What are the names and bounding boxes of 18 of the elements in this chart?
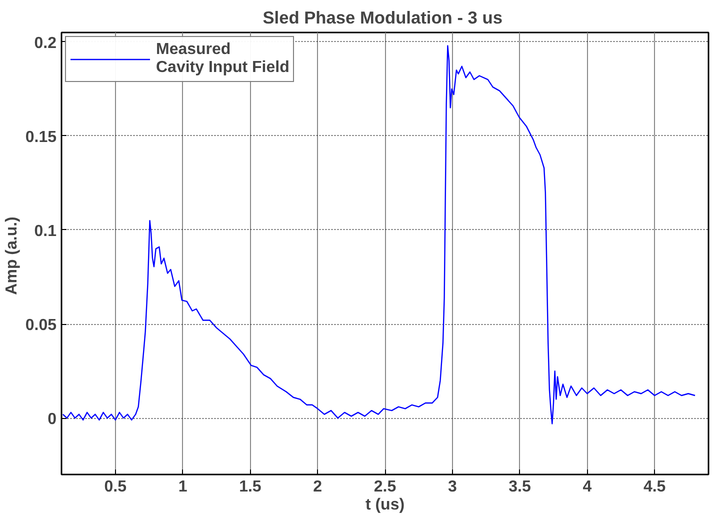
- y-tick-label: 0: [48, 411, 57, 428]
- y-tick-label: 0.15: [25, 128, 57, 146]
- y-tick-label: 0.05: [25, 317, 57, 334]
- x-tick-label: 3: [448, 478, 457, 496]
- x-tick-label: 4.5: [643, 478, 666, 496]
- x-tick-label: 2.5: [374, 478, 396, 496]
- x-tick-label: 0.5: [104, 478, 127, 496]
- x-tick-label: 1: [178, 478, 188, 496]
- x-axis-title: t (us): [365, 496, 405, 514]
- chart-title: Sled Phase Modulation - 3 us: [262, 8, 502, 28]
- y-axis-title: Amp (a.u.): [3, 216, 20, 295]
- x-tick-label: 2: [313, 478, 322, 496]
- legend-label: Measured Cavity Input Field: [156, 41, 290, 77]
- y-tick-label: 0.2: [34, 34, 57, 52]
- x-tick-label: 4: [582, 478, 592, 496]
- x-tick-label: 1.5: [239, 478, 262, 496]
- y-tick-label: 0.1: [34, 222, 57, 240]
- x-tick-label: 3.5: [508, 478, 532, 496]
